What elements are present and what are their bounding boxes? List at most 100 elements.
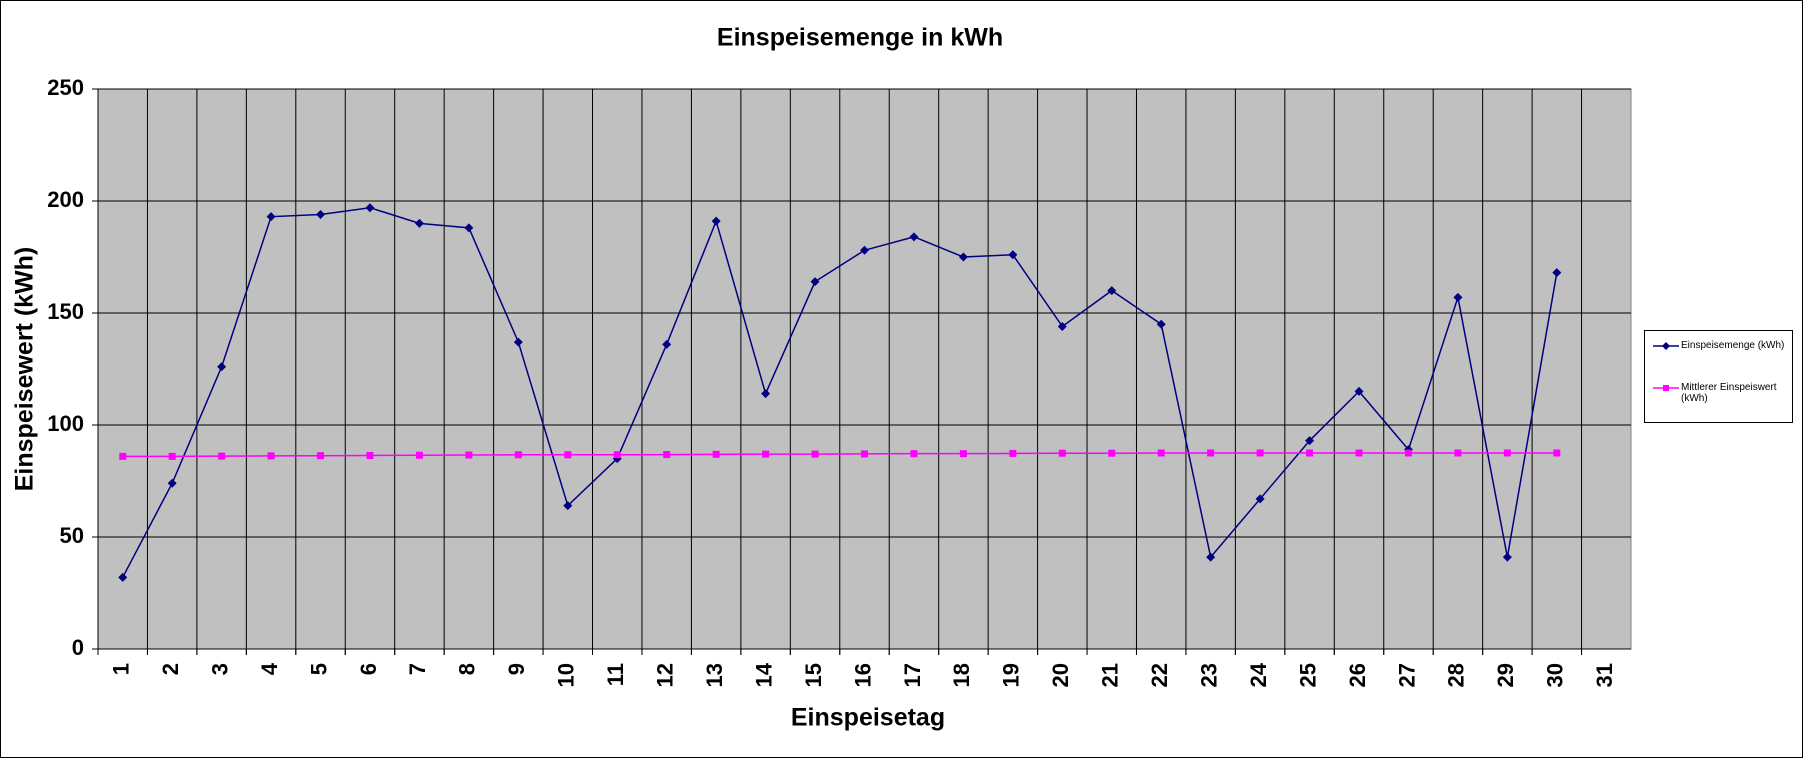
series-line [122, 206, 1558, 578]
marker-square [762, 450, 770, 458]
marker-diamond [464, 223, 474, 233]
x-tick-label: 19 [999, 663, 1024, 687]
x-axis-label: Einspeisetag [791, 704, 945, 732]
marker-square [1404, 449, 1412, 457]
marker-diamond [167, 478, 177, 488]
marker-square [168, 452, 176, 460]
marker-diamond [860, 245, 869, 255]
x-tick-label: 4 [257, 662, 282, 675]
y-tick-label: 0 [72, 635, 84, 660]
marker-square [415, 451, 423, 459]
x-tick-label: 24 [1246, 662, 1271, 687]
marker-diamond [118, 572, 128, 582]
marker-square [1503, 449, 1511, 457]
marker-diamond [316, 209, 326, 219]
marker-diamond [1305, 436, 1315, 446]
legend-item: Mittlerer Einspeiswert (kWh) [1653, 382, 1787, 404]
x-tick-label: 16 [850, 663, 875, 687]
marker-square [1009, 449, 1017, 457]
y-axis-label: Einspeisewert (kWh) [11, 247, 39, 492]
marker-square [1157, 449, 1165, 457]
x-tick-label: 6 [356, 663, 381, 675]
marker-square [119, 452, 127, 460]
legend-swatch [1653, 342, 1679, 350]
x-tick-label: 3 [207, 663, 232, 675]
marker-square [613, 451, 621, 459]
marker-diamond [761, 389, 771, 399]
x-tick-label: 7 [405, 663, 430, 675]
marker-square [663, 451, 671, 459]
x-tick-label: 5 [306, 663, 331, 675]
marker-square [366, 451, 374, 459]
plot-area [97, 88, 1632, 650]
x-tick-label: 9 [504, 663, 529, 675]
x-tick-label: 30 [1543, 663, 1568, 687]
x-tick-label: 28 [1444, 663, 1469, 687]
y-tick-label: 50 [60, 523, 84, 548]
marker-diamond [1502, 552, 1512, 562]
marker-square [1256, 449, 1264, 457]
marker-square [218, 452, 226, 460]
marker-diamond [909, 232, 919, 242]
legend-label: Mittlerer Einspeiswert (kWh) [1681, 382, 1777, 404]
x-tick-label: 22 [1147, 663, 1172, 687]
x-tick-label: 20 [1048, 663, 1073, 687]
marker-square [811, 450, 819, 458]
marker-square [1058, 449, 1066, 457]
marker-diamond [1453, 292, 1463, 302]
marker-diamond [1206, 552, 1216, 562]
x-tick-label: 2 [158, 663, 183, 675]
marker-diamond [1156, 319, 1166, 329]
y-tick-label: 250 [47, 75, 84, 100]
marker-square [1553, 449, 1561, 457]
x-tick-label: 11 [603, 663, 628, 686]
x-tick-label: 23 [1196, 663, 1221, 687]
x-tick-label: 10 [554, 663, 579, 687]
y-tick-label: 150 [47, 299, 84, 324]
x-tick-label: 27 [1394, 663, 1419, 687]
x-tick-label: 13 [702, 663, 727, 687]
x-tick-label: 17 [900, 663, 925, 687]
legend-item: Einspeisemenge (kWh) [1653, 340, 1787, 352]
marker-diamond [810, 277, 820, 287]
chart-title: Einspeisemenge in kWh [717, 24, 1003, 52]
x-tick-label: 31 [1592, 663, 1617, 687]
x-tick-label: 26 [1345, 663, 1370, 687]
x-tick-label: 25 [1295, 663, 1320, 687]
marker-square [712, 450, 720, 458]
x-tick-label: 1 [109, 663, 134, 675]
marker-square [317, 452, 325, 460]
marker-diamond [266, 212, 276, 222]
marker-diamond [958, 252, 968, 262]
marker-square [959, 450, 967, 458]
marker-diamond [563, 501, 573, 511]
marker-diamond [1354, 386, 1364, 396]
x-tick-label: 15 [801, 663, 826, 687]
x-tick-label: 12 [653, 663, 678, 687]
marker-square [910, 450, 918, 458]
marker-square [1207, 449, 1215, 457]
marker-square [861, 450, 868, 458]
marker-diamond [1057, 321, 1067, 331]
marker-diamond [365, 203, 375, 213]
y-tick-label: 200 [47, 187, 84, 212]
marker-diamond [217, 362, 227, 372]
y-tick-label: 100 [47, 411, 84, 436]
marker-diamond [1008, 250, 1018, 260]
marker-diamond [711, 216, 721, 226]
marker-diamond [1552, 268, 1562, 278]
x-tick-label: 29 [1493, 663, 1518, 687]
marker-square [1108, 449, 1116, 457]
marker-diamond [1107, 286, 1117, 296]
marker-square [1306, 449, 1314, 457]
marker-square [465, 451, 473, 459]
marker-square [1355, 449, 1363, 457]
marker-square [1454, 449, 1462, 457]
marker-diamond [1255, 494, 1265, 504]
legend-swatch [1653, 385, 1679, 391]
legend: Einspeisemenge (kWh) Mittlerer Einspeiswe… [1644, 330, 1793, 423]
marker-diamond [662, 339, 672, 349]
series-line [122, 452, 1557, 458]
